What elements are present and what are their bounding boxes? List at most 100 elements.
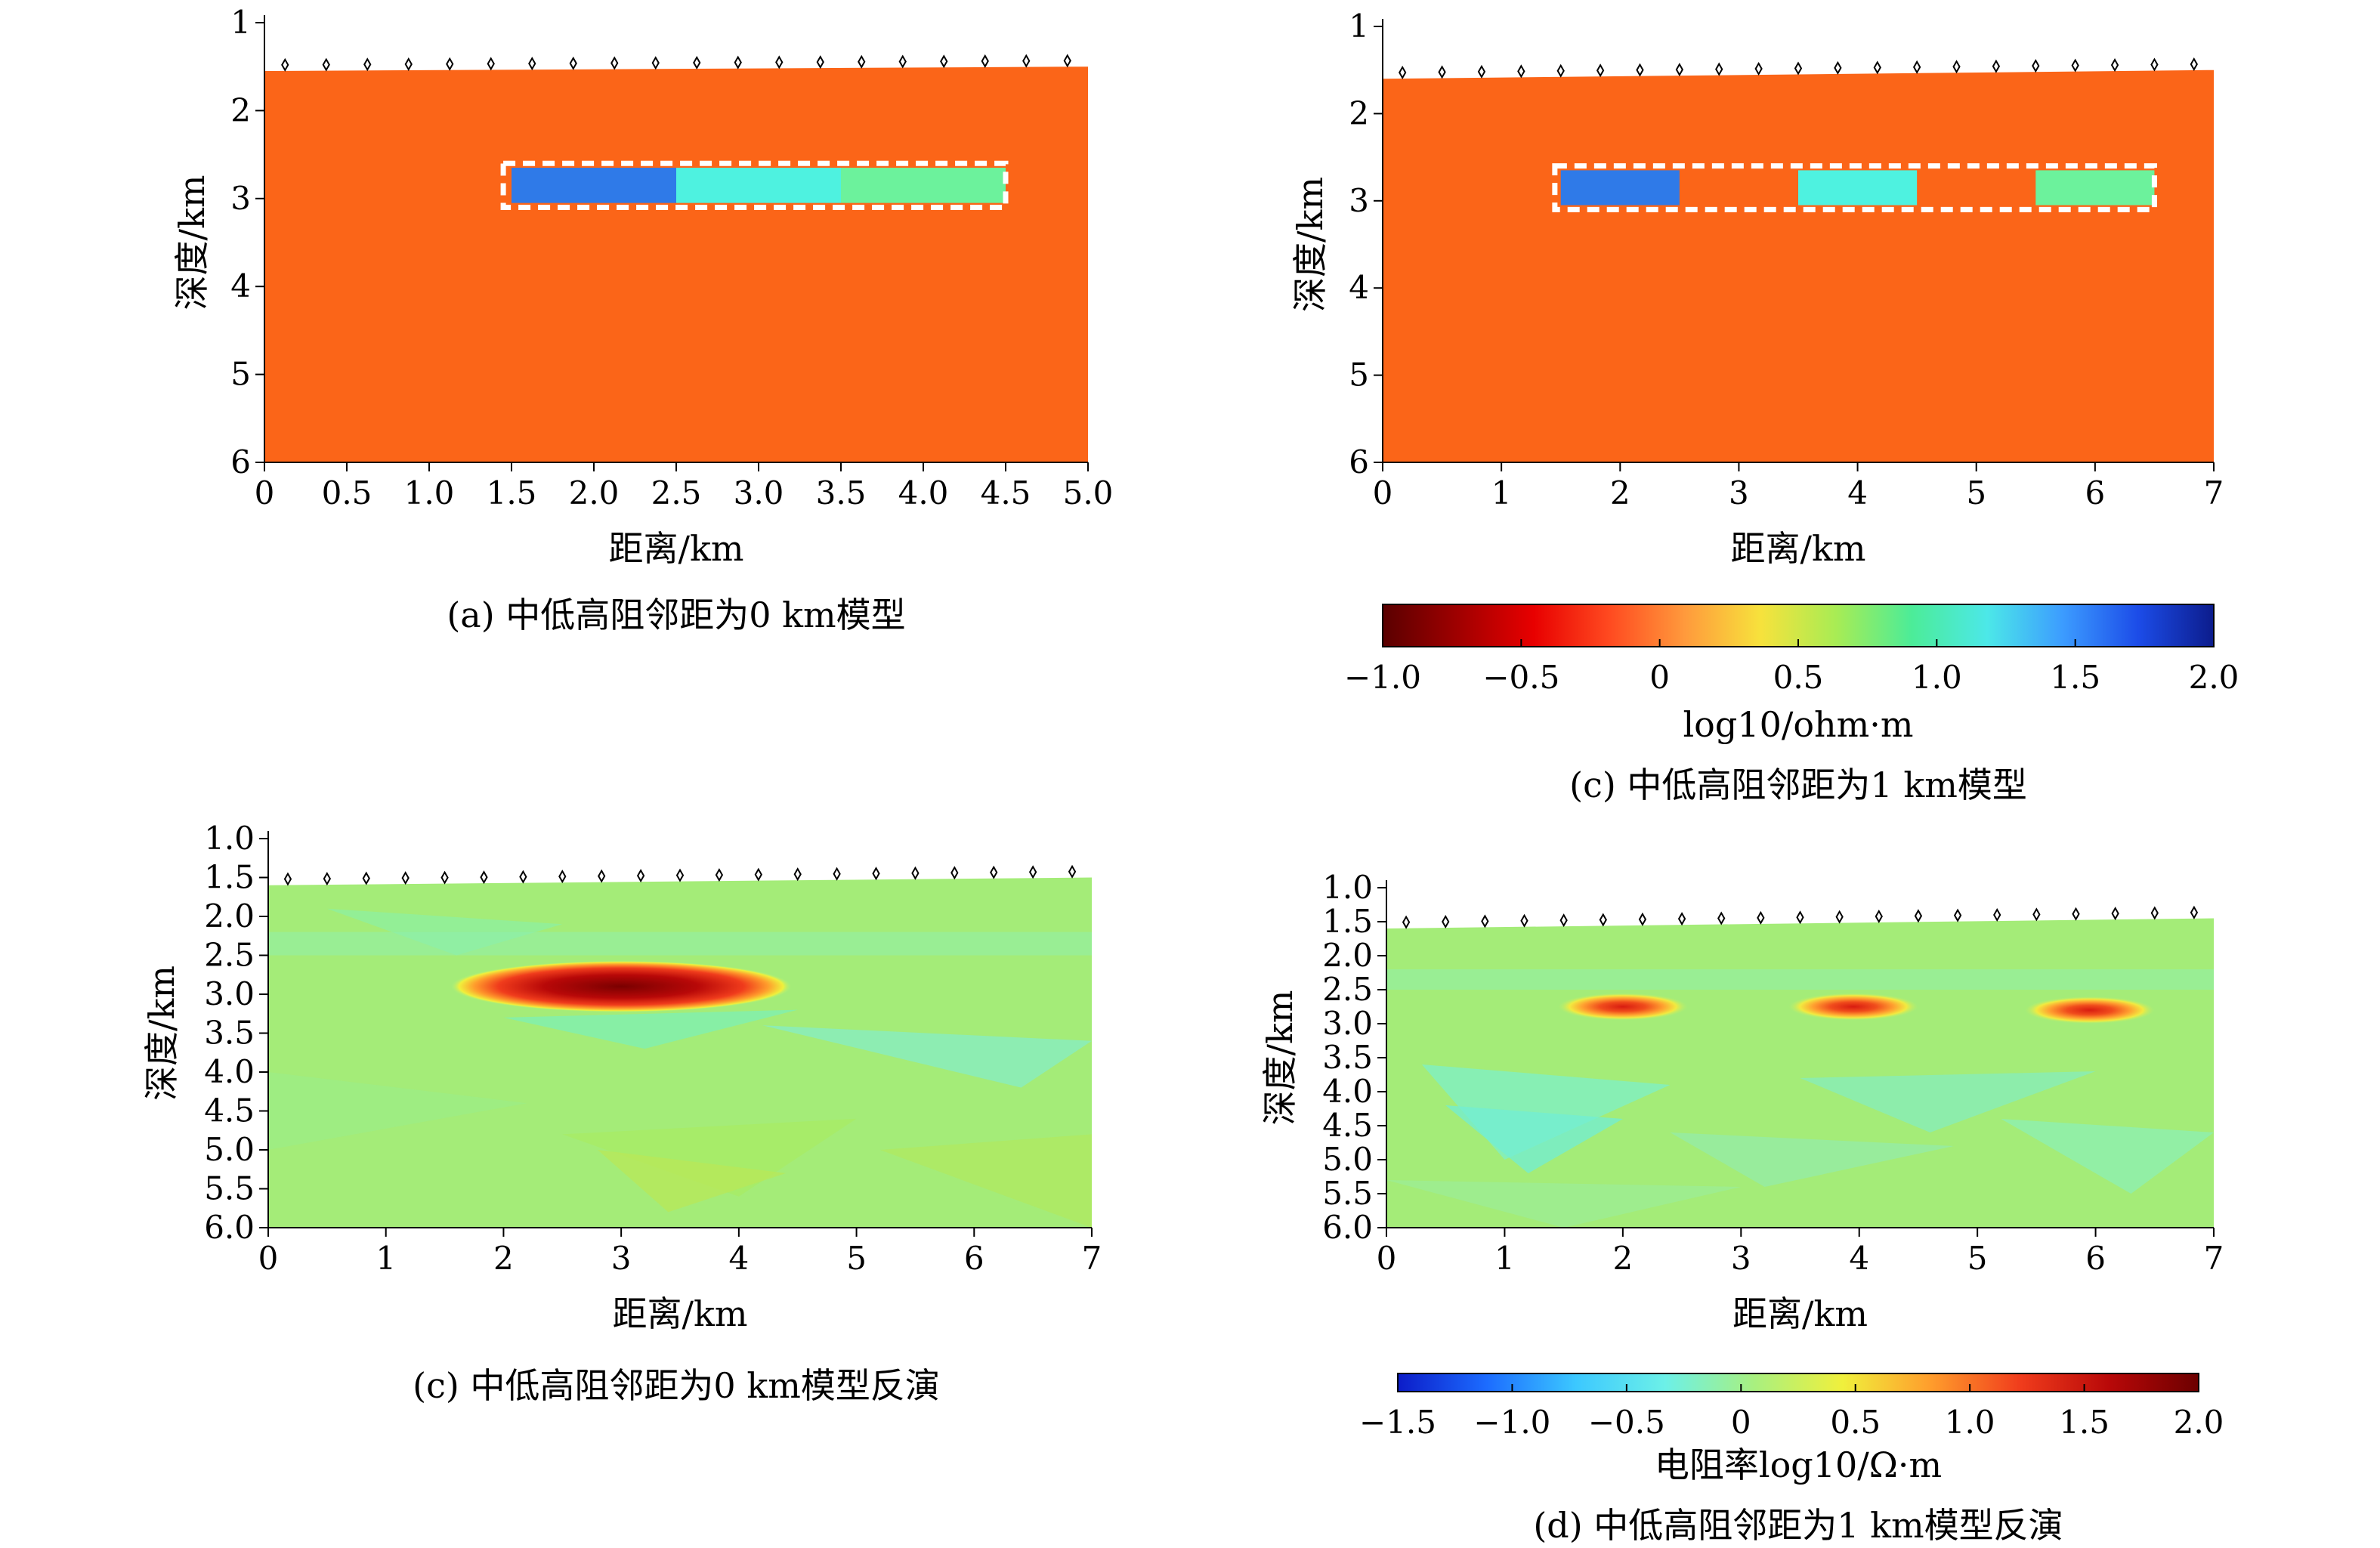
electrode-marker — [675, 868, 685, 882]
colorbar-tick-label: −0.5 — [1588, 1404, 1665, 1441]
texture-patch — [2001, 1119, 2214, 1194]
y-tick-label: 2.0 — [204, 898, 255, 935]
texture-band — [268, 932, 1092, 956]
panel-b-blocks — [1552, 163, 2157, 212]
x-tick-label: 3.0 — [734, 474, 784, 511]
electrode-marker — [2072, 907, 2080, 921]
panel-c-axes: 0 1 2 3 4 5 6 7 1.01.52.02.53.03.54.04.55.05.56.… — [141, 820, 1102, 1334]
x-tick-label: 7 — [2204, 1240, 2224, 1277]
electrode-marker — [322, 57, 330, 72]
colorbar-tick-label: 0 — [1731, 1404, 1751, 1441]
electrode-marker — [1559, 913, 1568, 928]
x-tick-label: 3.5 — [816, 474, 867, 511]
colorbar-tick-label: −1.5 — [1359, 1404, 1436, 1441]
panel-a: 0 0.5 1.0 1.5 2.0 2.5 3.0 3.5 4.0 4.5 5.0 1 2 3 4 5 6 距离/… — [172, 4, 1113, 635]
y-tick-label: 5 — [230, 356, 251, 393]
electrode-marker — [775, 55, 784, 70]
electrode-marker — [2150, 906, 2159, 920]
electrode-marker — [1022, 54, 1031, 68]
bottom-colorbar-ticks: −1.5 −1.0 −0.5 0 0.5 1.0 1.5 2.0 — [1359, 1384, 2224, 1441]
electrode-marker — [1794, 61, 1803, 76]
y-tick-label: 1.5 — [204, 859, 255, 896]
texture-patch — [762, 1025, 1092, 1088]
electrode-marker — [283, 872, 292, 886]
bottom-colorbar — [1397, 1373, 2199, 1392]
electrode-marker — [1442, 915, 1450, 929]
y-tick-label: 2.5 — [204, 937, 255, 974]
colorbar-tick-label: −0.5 — [1482, 659, 1559, 696]
electrode-marker — [898, 54, 907, 69]
y-tick-label: 1.5 — [1322, 903, 1373, 940]
y-axis-label: 深度/km — [141, 966, 182, 1101]
y-tick-label: 1.0 — [1322, 869, 1373, 906]
electrode-marker — [816, 55, 824, 70]
x-tick-label: 6 — [2085, 1240, 2106, 1277]
electrode-marker — [872, 867, 880, 881]
electrode-marker — [1912, 60, 1921, 74]
electrode-marker — [519, 870, 527, 884]
panel-d-axes: 0 1 2 3 4 5 6 7 1.01.52.02.53.03.54.04.55.05.56.… — [1260, 869, 2224, 1334]
y-tick-label: 4.5 — [1322, 1107, 1373, 1144]
electrode-marker — [940, 54, 948, 69]
electrode-marker — [636, 869, 645, 883]
electrode-marker — [2032, 59, 2040, 73]
electrode-marker — [911, 866, 920, 880]
colorbar-tick-label: 2.0 — [2174, 1404, 2224, 1441]
y-tick-label: 3.0 — [204, 975, 255, 1012]
x-tick-label: 7 — [2204, 474, 2224, 511]
electrode-marker — [754, 867, 762, 882]
electrode-marker — [480, 870, 488, 885]
model-block — [841, 168, 1006, 203]
panel-c-anomalies — [450, 960, 792, 1012]
electrode-marker — [1517, 64, 1525, 79]
dashed-outline — [500, 160, 1009, 210]
x-tick-label: 5 — [846, 1240, 867, 1277]
y-tick-label: 1 — [1349, 8, 1369, 45]
electrode-marker — [693, 55, 701, 70]
panel-b-background — [1383, 70, 2214, 462]
texture-patch — [268, 1072, 527, 1150]
x-axis-label: 距离/km — [613, 1293, 748, 1334]
electrode-marker — [715, 868, 724, 882]
electrode-marker — [1914, 909, 1923, 923]
y-tick-label: 1 — [230, 4, 251, 41]
panel-a-axes: 0 0.5 1.0 1.5 2.0 2.5 3.0 3.5 4.0 4.5 5.0 1 2 3 4 5 6 距离/… — [172, 4, 1113, 569]
x-tick-label: 1 — [1494, 1240, 1515, 1277]
panel-c: 0 1 2 3 4 5 6 7 1.01.52.02.53.03.54.04.55.05.56.… — [141, 820, 1102, 1406]
x-tick-label: 0 — [258, 1240, 279, 1277]
texture-patch — [1800, 1071, 2096, 1132]
electrode-marker — [1875, 909, 1883, 923]
x-tick-label: 2 — [1612, 1240, 1633, 1277]
panel-d-anomalies — [1557, 993, 2155, 1024]
y-tick-label: 3 — [1349, 182, 1369, 219]
y-tick-label: 4.5 — [204, 1092, 255, 1129]
panel-c-caption: (c) 中低高阻邻距为0 km模型反演 — [413, 1365, 940, 1406]
electrode-marker — [1477, 64, 1486, 79]
y-tick-label: 4 — [230, 267, 251, 304]
dashed-outline — [1552, 163, 2157, 212]
electrode-marker — [2071, 58, 2079, 73]
y-tick-label: 3 — [230, 180, 251, 217]
x-tick-label: 2 — [493, 1240, 514, 1277]
electrode-marker — [610, 56, 619, 70]
electrode-marker — [793, 867, 802, 882]
y-axis-label: 深度/km — [1260, 990, 1300, 1126]
electrode-marker — [323, 872, 332, 886]
electrode-marker — [1068, 864, 1077, 879]
y-tick-label: 2.5 — [1322, 971, 1373, 1008]
y-tick-label: 3.0 — [1322, 1005, 1373, 1042]
x-tick-label: 7 — [1082, 1240, 1102, 1277]
colorbar-tick-label: −1.0 — [1473, 1404, 1550, 1441]
electrode-marker — [281, 57, 289, 72]
electrode-marker — [1835, 910, 1844, 924]
y-tick-label: 6.0 — [1322, 1209, 1373, 1246]
texture-band — [1386, 969, 2214, 990]
x-tick-label: 3 — [611, 1240, 632, 1277]
texture-patch — [562, 1118, 857, 1197]
texture-patch — [1386, 1180, 1742, 1228]
x-tick-label: 0 — [1377, 1240, 1397, 1277]
texture-patch — [1445, 1105, 1623, 1173]
panel-b: 0 1 2 3 4 5 6 7 1 2 3 4 5 6 距离/km 深度/km −1.0 −0.5 0 0.5 1.0… — [1290, 8, 2239, 805]
electrode-marker — [1717, 911, 1726, 925]
x-tick-label: 4 — [1847, 474, 1868, 511]
